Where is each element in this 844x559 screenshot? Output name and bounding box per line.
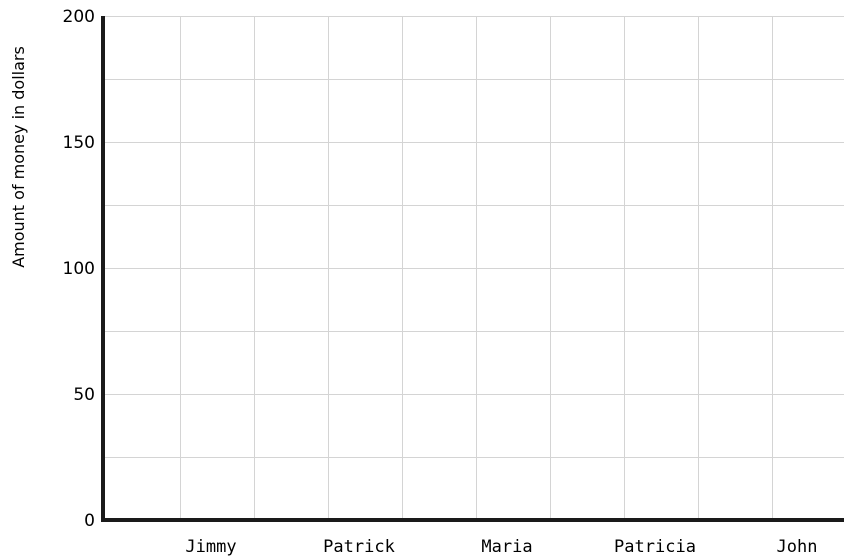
x-tick-label: Patricia [614,537,696,557]
y-tick-label: 50 [73,385,95,405]
y-axis-label: Amount of money in dollars [9,46,28,268]
y-tick-label: 100 [63,259,95,279]
x-tick-label: John [777,537,818,557]
y-tick-labels: 0 50 100 150 200 [63,7,95,531]
y-tick-label: 200 [63,7,95,27]
x-tick-label: Maria [481,537,532,557]
axes [101,16,844,522]
x-tick-label: Jimmy [185,537,236,557]
y-tick-label: 0 [84,511,95,531]
y-tick-label: 150 [63,133,95,153]
x-tick-labels: Jimmy Patrick Maria Patricia John [185,537,817,557]
x-tick-label: Patrick [323,537,395,557]
grid [103,16,844,520]
